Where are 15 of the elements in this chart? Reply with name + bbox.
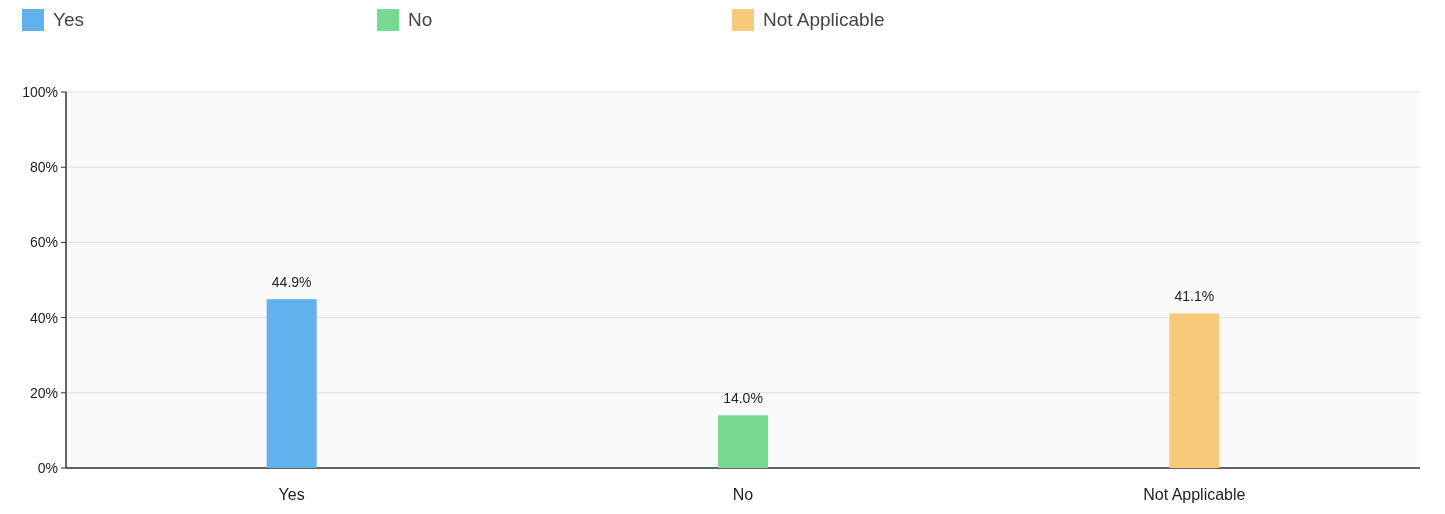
y-tick-label: 80% [29,159,58,176]
y-tick-label: 100% [22,84,58,100]
data-label: 14.0% [723,390,763,407]
y-tick-label: 60% [29,234,58,251]
data-label: 41.1% [1174,288,1215,305]
y-tick-label: 0% [37,460,58,476]
data-label: 44.9% [271,274,312,291]
x-tick-label: No [732,486,754,503]
y-tick-label: 20% [29,384,58,401]
x-tick-label: Yes [278,486,305,503]
legend-label: Yes [53,9,84,30]
x-tick-label: Not Applicable [1143,486,1246,503]
y-tick-label: 40% [29,309,58,326]
legend-label: Not Applicable [763,9,885,30]
legend-label: No [408,9,433,30]
